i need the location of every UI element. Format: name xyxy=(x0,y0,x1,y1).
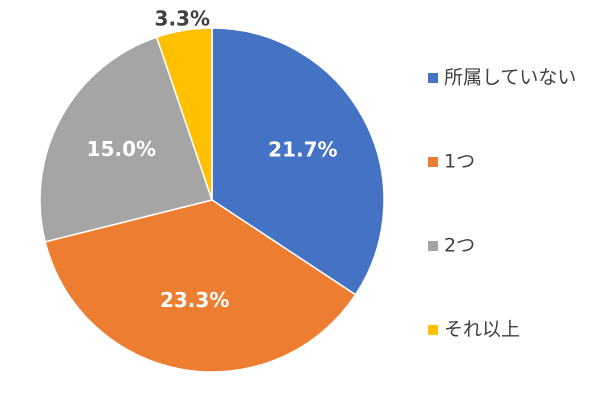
legend-swatch xyxy=(428,73,438,83)
legend-swatch xyxy=(428,157,438,167)
pie-slice xyxy=(44,199,357,373)
data-label: 21.7% xyxy=(268,138,337,162)
data-label: 23.3% xyxy=(160,288,229,312)
legend-label: 1つ xyxy=(444,151,475,173)
pie-slice xyxy=(39,36,213,243)
legend-swatch xyxy=(428,241,438,251)
legend-label: それ以上 xyxy=(444,319,520,341)
legend-label: 所属していない xyxy=(444,67,576,89)
data-label: 15.0% xyxy=(87,137,156,161)
legend-swatch xyxy=(428,325,438,335)
pie-slice xyxy=(155,27,213,201)
legend-label: 2つ xyxy=(444,235,475,257)
data-label: 3.3% xyxy=(155,7,210,31)
